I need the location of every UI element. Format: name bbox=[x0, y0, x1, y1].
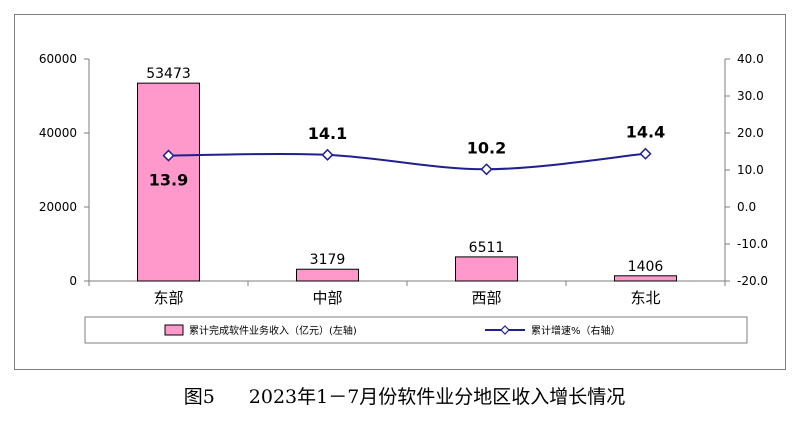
legend-line-label: 累计增速%（右轴） bbox=[531, 324, 621, 337]
right-tick-label: 0.0 bbox=[737, 200, 756, 214]
chart-svg: 0 20000 40000 60000 -20.0 -10.0 0.0 10.0 20.0 30.… bbox=[39, 52, 768, 344]
left-tick-label: 20000 bbox=[39, 200, 77, 214]
figure-number: 图5 bbox=[183, 386, 215, 408]
figure-title: 2023年1－7月份软件业分地区收入增长情况 bbox=[248, 386, 626, 408]
line-layer bbox=[162, 147, 652, 176]
bar bbox=[296, 268, 359, 282]
line-point bbox=[321, 148, 334, 161]
line-value-label: 14.4 bbox=[626, 123, 665, 142]
bar bbox=[455, 256, 518, 282]
growth-rate-line bbox=[168, 152, 646, 171]
right-tick-label: 10.0 bbox=[737, 163, 764, 177]
right-tick-label: 30.0 bbox=[737, 89, 764, 103]
x-category-label: 中部 bbox=[312, 289, 342, 307]
figure-caption: 图5 2023年1－7月份软件业分地区收入增长情况 bbox=[0, 382, 809, 409]
bar bbox=[614, 275, 677, 282]
left-tick-label: 60000 bbox=[39, 52, 77, 66]
x-category-label: 东北 bbox=[630, 289, 660, 307]
left-tick-label: 0 bbox=[69, 274, 77, 288]
right-tick-label: -10.0 bbox=[737, 237, 768, 251]
line-value-label: 14.1 bbox=[308, 124, 347, 143]
line-point bbox=[480, 163, 493, 176]
bar-value-label: 6511 bbox=[469, 240, 505, 256]
line-value-label: 13.9 bbox=[149, 171, 188, 190]
right-tick-label: -20.0 bbox=[737, 274, 768, 288]
x-category-label: 东部 bbox=[153, 289, 183, 307]
legend: 累计完成软件业务收入（亿元）(左轴) 累计增速%（右轴） bbox=[84, 316, 748, 344]
chart-frame: 0 20000 40000 60000 -20.0 -10.0 0.0 10.0 20.0 30.… bbox=[14, 14, 786, 370]
labels: 53473 3179 6511 1406 13.9 14.1 10.2 14.4 bbox=[146, 66, 665, 275]
bars bbox=[137, 82, 677, 282]
line-value-label: 10.2 bbox=[467, 138, 506, 157]
legend-bar-swatch bbox=[164, 324, 184, 336]
line-point bbox=[162, 149, 175, 162]
right-tick-label: 20.0 bbox=[737, 126, 764, 140]
axes: 0 20000 40000 60000 -20.0 -10.0 0.0 10.0 20.0 30.… bbox=[39, 52, 768, 307]
bar-value-label: 53473 bbox=[146, 66, 191, 82]
bar-value-label: 3179 bbox=[310, 252, 346, 268]
legend-box bbox=[84, 316, 748, 344]
x-category-label: 西部 bbox=[471, 289, 501, 307]
line-point bbox=[639, 147, 652, 160]
bar-value-label: 1406 bbox=[628, 259, 664, 275]
legend-bar-label: 累计完成软件业务收入（亿元）(左轴) bbox=[189, 324, 357, 337]
bar bbox=[137, 82, 200, 282]
right-tick-label: 40.0 bbox=[737, 52, 764, 66]
legend-line-marker bbox=[500, 325, 510, 335]
left-tick-label: 40000 bbox=[39, 126, 77, 140]
